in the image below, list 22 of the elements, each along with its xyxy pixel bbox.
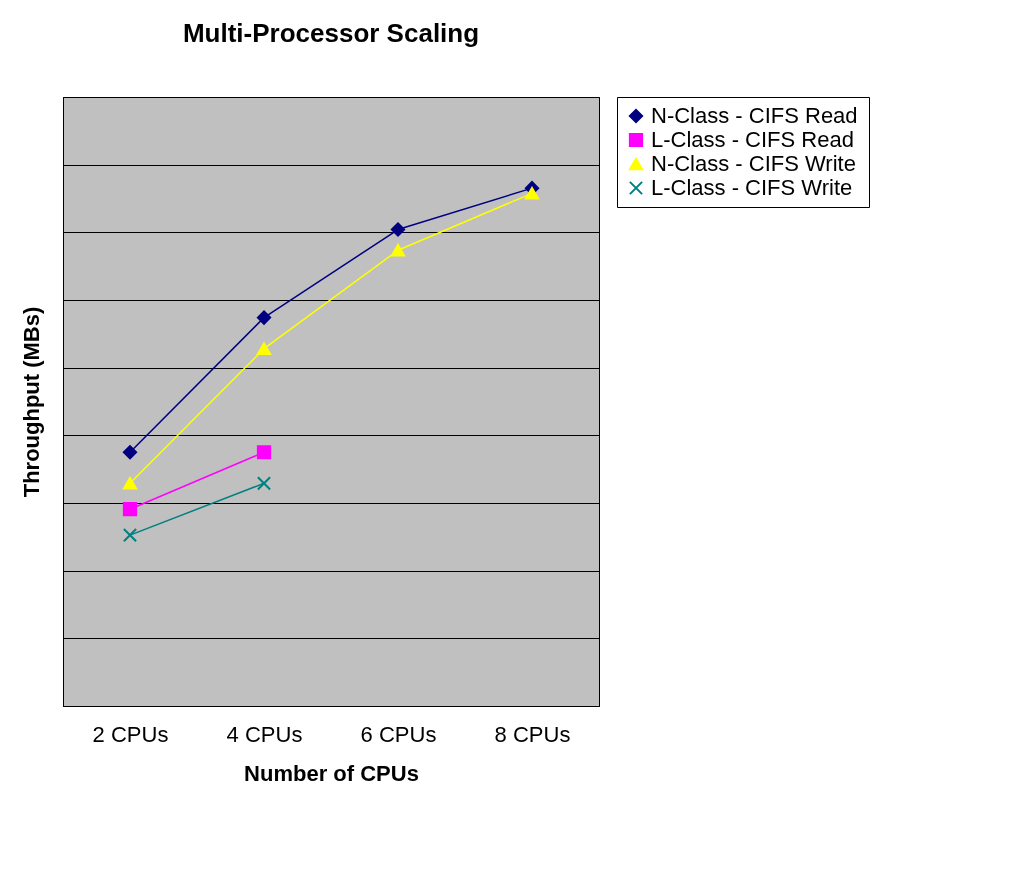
legend-label: N-Class - CIFS Read <box>651 103 858 128</box>
point <box>524 187 540 200</box>
legend-label: L-Class - CIFS Write <box>651 175 853 200</box>
point <box>256 310 272 325</box>
point <box>122 502 138 517</box>
legend-label: L-Class - CIFS Read <box>651 127 854 152</box>
point <box>256 342 272 355</box>
x-axis-title: Number of CPUs <box>244 760 419 786</box>
x-tick-label: 6 CPUs <box>360 721 437 747</box>
point <box>256 476 272 491</box>
point <box>390 243 406 257</box>
x-tick-label: 8 CPUs <box>494 721 571 747</box>
x-tick-label: 4 CPUs <box>226 721 303 747</box>
point <box>122 445 138 460</box>
chart-title: Multi-Processor Scaling <box>182 17 480 48</box>
point <box>390 222 406 237</box>
point <box>256 445 272 460</box>
y-axis-title: Throughput (MBs) <box>18 306 44 498</box>
x-tick-label: 2 CPUs <box>92 721 169 747</box>
legend-label: N-Class - CIFS Write <box>651 151 856 176</box>
point <box>122 527 138 543</box>
point <box>122 477 138 490</box>
